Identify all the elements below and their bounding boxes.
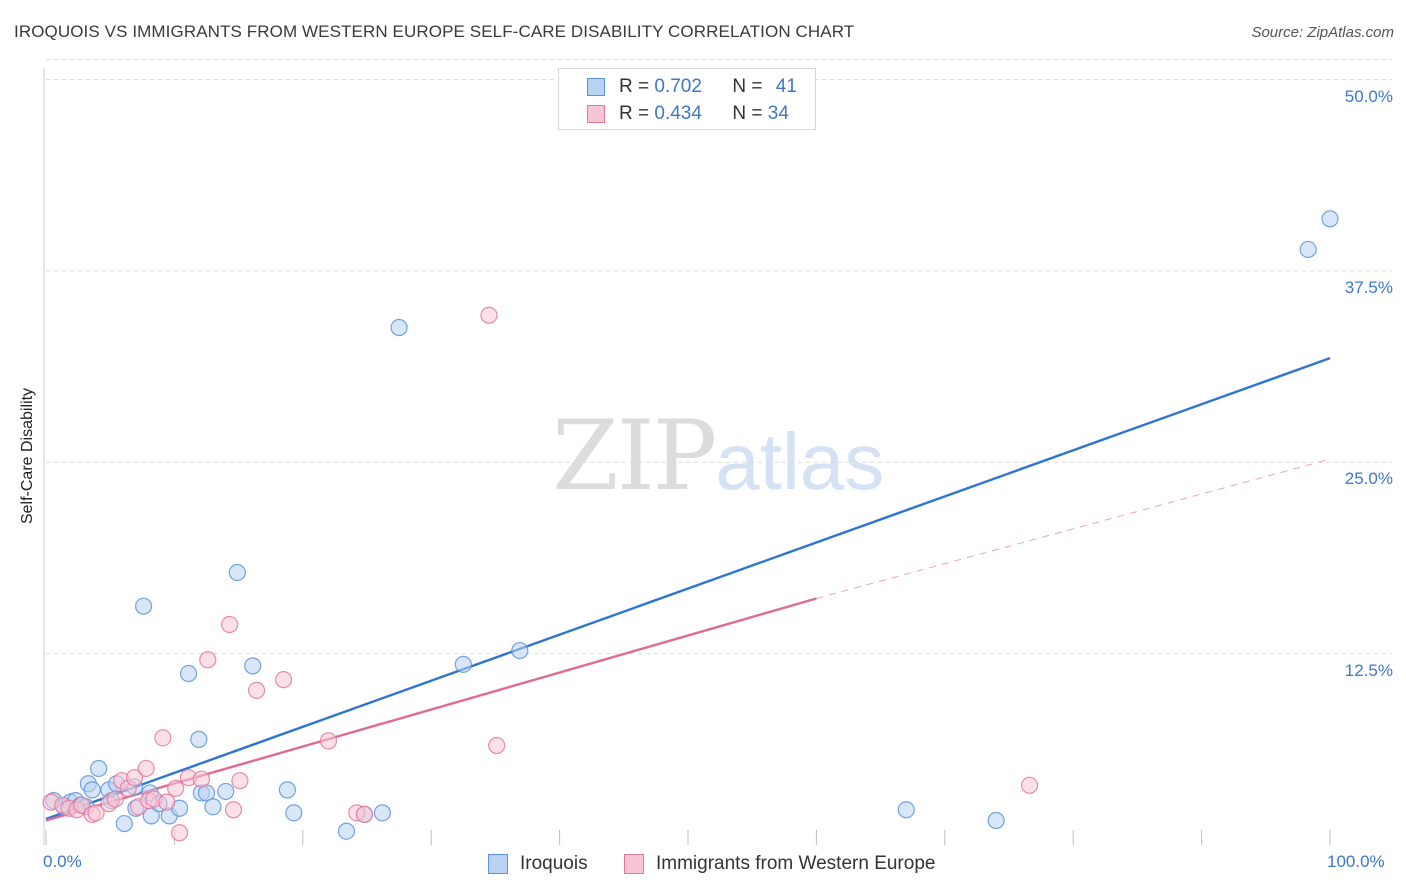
data-point-immigrants <box>137 759 155 778</box>
trend-line-iroquois <box>45 357 1331 821</box>
grid-layer <box>46 59 1392 655</box>
legend-r-value: 0.434 <box>654 103 702 124</box>
legend-n-label: N = <box>732 76 768 97</box>
data-point-immigrants <box>231 772 249 790</box>
legend-swatch-immigrants <box>587 105 605 123</box>
data-point-iroquois <box>285 804 303 822</box>
data-point-immigrants <box>355 805 374 823</box>
data-point-iroquois <box>390 318 408 337</box>
data-point-immigrants <box>158 793 176 811</box>
trend-line-immigrants <box>45 597 817 822</box>
y-tick-label: 12.5% <box>1344 661 1393 680</box>
data-point-immigrants <box>247 681 266 699</box>
data-point-iroquois <box>278 781 296 799</box>
y-axis-label: Self-Care Disability <box>19 387 36 525</box>
data-point-immigrants <box>87 804 105 822</box>
trend-line-extension-immigrants <box>816 458 1331 599</box>
data-point-iroquois <box>204 798 222 816</box>
bottom-legend-swatch-iroquois <box>488 854 508 874</box>
chart-title: IROQUOIS VS IMMIGRANTS FROM WESTERN EURO… <box>14 22 855 41</box>
data-point-iroquois <box>134 597 153 615</box>
data-point-iroquois <box>337 822 356 840</box>
data-point-immigrants <box>192 770 210 788</box>
data-point-iroquois <box>987 811 1005 830</box>
data-point-iroquois <box>1321 210 1339 228</box>
bottom-legend-swatch-immigrants <box>624 854 644 874</box>
legend-r-label: R = <box>619 76 655 97</box>
legend-r-value: 0.702 <box>654 76 702 97</box>
data-point-iroquois <box>1299 240 1317 259</box>
data-point-immigrants <box>319 732 338 750</box>
legend-swatch-iroquois <box>587 78 605 96</box>
data-point-immigrants <box>125 769 144 787</box>
data-point-immigrants <box>167 779 185 797</box>
bottom-legend-iroquois: Iroquois <box>488 852 588 876</box>
data-point-immigrants <box>1020 776 1039 794</box>
legend-r-label: R = <box>619 103 655 124</box>
data-point-immigrants <box>224 801 243 819</box>
data-point-immigrants <box>274 671 293 689</box>
legend-n-label: N = <box>732 103 768 124</box>
data-point-iroquois <box>83 781 101 799</box>
data-point-iroquois <box>511 641 529 660</box>
data-point-iroquois <box>90 759 108 778</box>
legend-row-immigrants: R = 0.434 N = 34 <box>587 103 789 125</box>
trend-layer <box>45 357 1331 822</box>
bottom-legend-label-iroquois: Iroquois <box>520 853 588 874</box>
data-point-iroquois <box>454 655 472 673</box>
data-point-iroquois <box>179 664 198 683</box>
data-point-iroquois <box>244 657 262 675</box>
x-tick-label: 0.0% <box>43 852 82 871</box>
data-point-iroquois <box>228 563 246 582</box>
legend-n-value: 34 <box>767 103 789 124</box>
data-point-immigrants <box>106 790 124 808</box>
data-point-iroquois <box>373 804 392 822</box>
points-layer <box>42 210 1339 842</box>
axis-layer <box>43 68 1331 845</box>
legend-n-value: 41 <box>775 76 797 97</box>
chart-source: Source: ZipAtlas.com <box>1251 24 1394 41</box>
correlation-legend: R = 0.702 N = 41 R = 0.434 N = 34 <box>558 68 816 130</box>
data-point-immigrants <box>154 729 172 747</box>
watermark: ZIPatlas <box>552 400 884 512</box>
bottom-legend-label-immigrants: Immigrants from Western Europe <box>656 853 936 874</box>
watermark-atlas: atlas <box>715 417 885 506</box>
data-point-immigrants <box>480 306 498 324</box>
y-tick-label: 37.5% <box>1344 278 1393 297</box>
data-point-immigrants <box>488 736 506 755</box>
data-point-immigrants <box>221 615 239 634</box>
data-point-iroquois <box>217 782 235 801</box>
watermark-zip: ZIP <box>552 400 717 512</box>
data-point-iroquois <box>190 730 208 748</box>
bottom-legend-immigrants: Immigrants from Western Europe <box>624 852 935 876</box>
data-point-immigrants <box>199 651 217 669</box>
data-point-immigrants <box>170 824 189 842</box>
y-tick-label: 25.0% <box>1344 469 1393 488</box>
y-tick-label: 50.0% <box>1344 87 1393 106</box>
legend-row-iroquois: R = 0.702 N = 41 <box>587 76 797 98</box>
data-point-iroquois <box>897 801 915 819</box>
data-point-iroquois <box>115 814 133 833</box>
x-tick-label: 100.0% <box>1327 852 1385 871</box>
